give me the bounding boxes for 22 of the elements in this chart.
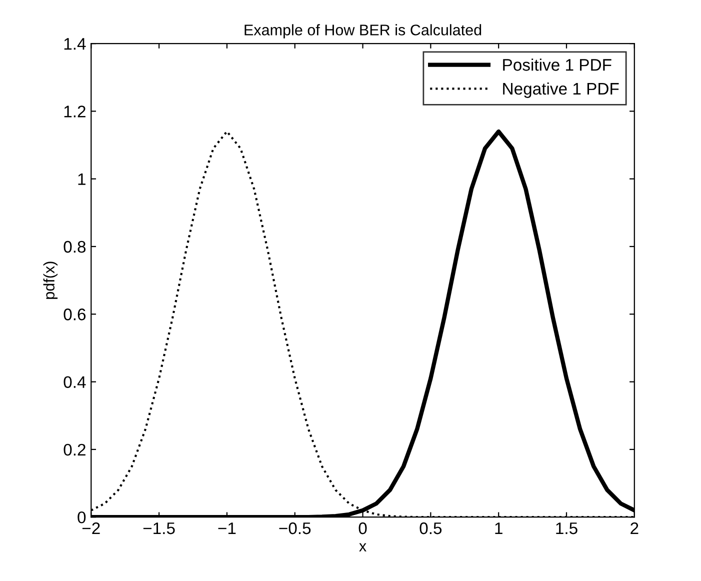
x-tick-label: 0	[358, 522, 367, 534]
y-tick-label: 0.2	[64, 444, 86, 456]
x-tick-label: 2	[630, 522, 638, 534]
x-tick-label: 1.5	[556, 522, 578, 534]
legend-label: Negative 1 PDF	[503, 82, 619, 98]
x-tick-label: −1	[218, 522, 236, 534]
chart-title: Example of How BER is Calculated	[244, 24, 482, 38]
y-tick-label: 1.4	[64, 38, 86, 50]
y-tick-label: 0	[78, 511, 86, 524]
y-axis-title: pdf(x)	[43, 262, 58, 299]
x-tick-label: −0.5	[279, 522, 311, 534]
x-tick-label: 1	[495, 522, 502, 534]
y-tick-label: 0.8	[64, 240, 86, 253]
x-tick-label: −2	[82, 522, 100, 534]
y-tick-label: 0.4	[64, 376, 86, 388]
y-tick-label: 1	[78, 173, 86, 185]
x-tick-label: 0.5	[420, 522, 442, 534]
x-axis-title: x	[359, 543, 366, 552]
y-tick-label: 1.2	[64, 106, 86, 118]
y-tick-label: 0.6	[64, 308, 86, 320]
legend-label: Positive 1 PDF	[503, 58, 612, 71]
x-tick-label: −1.5	[143, 522, 175, 534]
